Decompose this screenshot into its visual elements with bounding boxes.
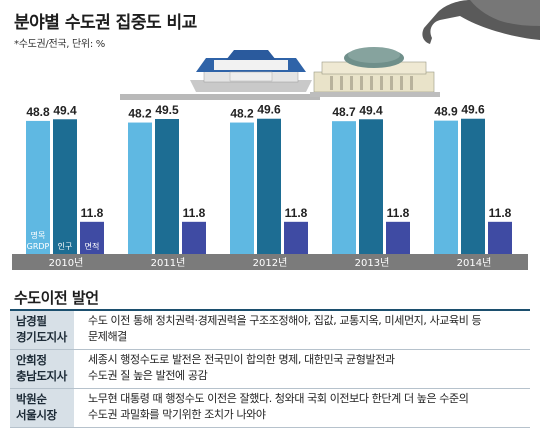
bar — [230, 122, 254, 254]
bar — [386, 221, 410, 254]
data-label: 49.4 — [53, 104, 77, 117]
data-label: 49.6 — [257, 104, 281, 117]
category-label: 2013년 — [355, 257, 390, 269]
blue-house-icon — [120, 50, 320, 100]
bar — [80, 221, 104, 254]
series-label: 명목 — [31, 230, 46, 240]
data-label: 11.8 — [285, 206, 308, 220]
category-label: 2010년 — [49, 257, 84, 269]
category-label: 2011년 — [151, 257, 186, 269]
quote-row: 안희정 충남도지사 세종시 행정수도로 발전은 전국민이 합의한 명제, 대한민… — [10, 350, 530, 389]
bar — [26, 120, 50, 254]
bar — [488, 221, 512, 254]
data-label: 48.8 — [26, 105, 50, 119]
quote-text: 세종시 행정수도로 발전은 전국민이 합의한 명제, 대한민국 균형발전과 수도… — [88, 353, 395, 382]
quote-text: 수도 이전 통해 정치권력·경제권력을 구조조정해야, 집값, 교통지옥, 미세… — [88, 314, 482, 343]
bar — [359, 119, 383, 254]
category-label: 2014년 — [457, 257, 492, 269]
series-label: GRDP — [27, 242, 50, 251]
quote-row: 남경필 경기도지사 수도 이전 통해 정치권력·경제권력을 구조조정해야, 집값… — [10, 311, 530, 350]
hand-icon — [422, 0, 540, 44]
bar — [53, 119, 77, 254]
data-label: 11.8 — [81, 206, 104, 220]
category-label: 2012년 — [253, 257, 288, 269]
data-label: 11.8 — [183, 206, 206, 220]
quote-text: 노무현 대통령 때 행정수도 이전은 잘했다. 청와대 국회 이전보다 한단계 … — [88, 392, 469, 421]
data-label: 49.4 — [359, 104, 383, 117]
bar — [155, 119, 179, 254]
illustration — [120, 0, 540, 100]
series-label: 인구 — [58, 241, 73, 251]
page-title: 분야별 수도권 집중도 비교 — [14, 13, 197, 33]
quote-row: 박원순 서울시장 노무현 대통령 때 행정수도 이전은 잘했다. 청와대 국회 … — [10, 389, 530, 428]
bar — [434, 120, 458, 254]
unit-note: *수도권/전국, 단위: % — [14, 39, 105, 50]
speaker-name: 안희정 충남도지사 — [10, 350, 74, 388]
data-label: 48.9 — [434, 105, 458, 119]
bar — [461, 118, 485, 255]
data-label: 11.8 — [489, 206, 512, 220]
bar — [128, 122, 152, 254]
national-assembly-icon — [310, 47, 440, 97]
data-label: 49.5 — [155, 104, 179, 117]
data-label: 11.8 — [387, 206, 410, 220]
bar — [284, 221, 308, 254]
quotes-table: 남경필 경기도지사 수도 이전 통해 정치권력·경제권력을 구조조정해야, 집값… — [10, 309, 530, 428]
data-label: 48.2 — [230, 107, 254, 121]
bar — [332, 121, 356, 254]
series-label: 면적 — [85, 241, 100, 251]
speaker-name: 남경필 경기도지사 — [10, 311, 74, 349]
speaker-name: 박원순 서울시장 — [10, 389, 74, 427]
data-label: 49.6 — [461, 104, 485, 117]
bar — [182, 221, 206, 254]
category-axis-band — [12, 254, 528, 270]
bar — [257, 118, 281, 255]
data-label: 48.7 — [332, 105, 356, 119]
data-label: 48.2 — [128, 107, 152, 121]
quotes-section-title: 수도이전 발언 — [14, 289, 99, 307]
